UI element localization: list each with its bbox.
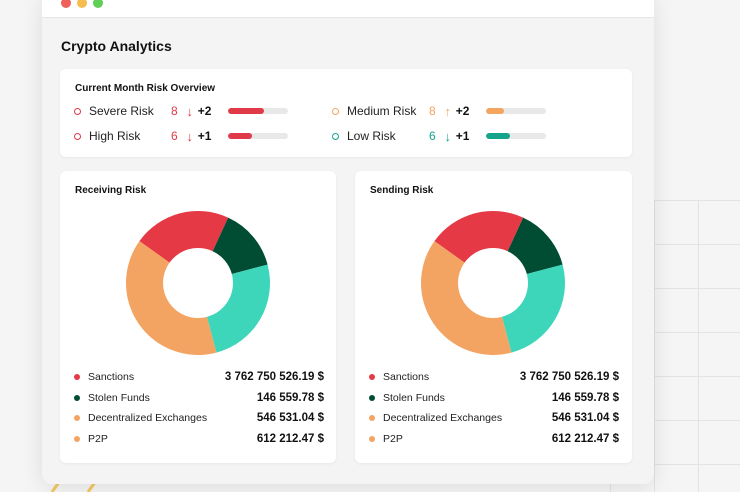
legend-item-p2p: P2P 612 212.47 $	[74, 429, 324, 450]
legend-dot-icon	[369, 435, 375, 442]
legend-item-stolen-funds: Stolen Funds 146 559.78 $	[369, 388, 619, 409]
risk-label: Low Risk	[347, 129, 396, 143]
legend-item-p2p: P2P 612 212.47 $	[369, 429, 619, 450]
legend-dot-icon	[74, 374, 80, 381]
legend-dot-icon	[369, 374, 375, 381]
legend-item-sanctions: Sanctions 3 762 750 526.19 $	[369, 367, 619, 388]
risk-delta: +2	[455, 104, 470, 118]
donut-slice-1[interactable]	[212, 217, 268, 275]
donut-slice-2[interactable]	[206, 264, 270, 353]
sending-risk-title: Sending Risk	[370, 185, 434, 196]
risk-count: 6	[429, 129, 436, 143]
legend-label: Stolen Funds	[88, 391, 150, 404]
risk-count: 6	[171, 129, 178, 143]
receiving-risk-legend: Sanctions 3 762 750 526.19 $ Stolen Fund…	[74, 367, 324, 449]
arrow-down-icon: ↓	[186, 128, 193, 144]
sending-risk-legend: Sanctions 3 762 750 526.19 $ Stolen Fund…	[369, 367, 619, 449]
receiving-risk-card: Receiving Risk Sanctions 3 762 750 526.1…	[60, 171, 336, 463]
legend-label: P2P	[88, 432, 108, 445]
arrow-up-icon: ↑	[444, 103, 451, 119]
legend-item-stolen-funds: Stolen Funds 146 559.78 $	[74, 388, 324, 409]
risk-progress-bar	[485, 108, 546, 114]
receiving-risk-title: Receiving Risk	[75, 185, 147, 196]
legend-label: Stolen Funds	[383, 391, 445, 404]
legend-label: Sanctions	[88, 371, 135, 384]
risk-delta: +2	[197, 104, 212, 118]
legend-value: 146 559.78 $	[551, 391, 619, 404]
legend-dot-icon	[369, 415, 375, 422]
legend-value: 612 212.47 $	[551, 432, 619, 445]
legend-value: 612 212.47 $	[256, 432, 324, 445]
minimize-window-button[interactable]	[77, 0, 87, 8]
legend-label: P2P	[383, 432, 403, 445]
legend-item-decentralized-exchanges: Decentralized Exchanges 546 531.04 $	[369, 408, 619, 429]
legend-dot-icon	[369, 394, 375, 401]
risk-overview-title: Current Month Risk Overview	[75, 83, 216, 94]
medium-risk-dot-icon	[332, 107, 339, 115]
legend-value: 146 559.78 $	[256, 391, 324, 404]
donut-slice-3[interactable]	[126, 241, 217, 355]
donut-slice-0[interactable]	[139, 211, 229, 263]
risk-count: 8	[429, 104, 436, 118]
risk-delta: +1	[197, 129, 212, 143]
severe-risk-dot-icon	[74, 107, 81, 115]
legend-item-decentralized-exchanges: Decentralized Exchanges 546 531.04 $	[74, 408, 324, 429]
risk-label: Severe Risk	[89, 104, 154, 118]
legend-label: Sanctions	[383, 371, 430, 384]
legend-dot-icon	[74, 415, 80, 422]
low-risk-dot-icon	[332, 132, 339, 140]
risk-row-medium: Medium Risk 8 ↑ +2	[332, 103, 546, 119]
arrow-down-icon: ↓	[186, 103, 193, 119]
legend-value: 3 762 750 526.19 $	[519, 371, 619, 384]
risk-label: High Risk	[89, 129, 141, 143]
page-title: Crypto Analytics	[61, 38, 172, 54]
risk-overview-card: Current Month Risk Overview Severe Risk …	[60, 69, 632, 157]
legend-dot-icon	[74, 394, 80, 401]
legend-item-sanctions: Sanctions 3 762 750 526.19 $	[74, 367, 324, 388]
sending-risk-donut-chart	[421, 211, 565, 355]
legend-value: 3 762 750 526.19 $	[224, 371, 324, 384]
legend-value: 546 531.04 $	[551, 412, 619, 425]
risk-count: 8	[171, 104, 178, 118]
arrow-down-icon: ↓	[444, 128, 451, 144]
legend-dot-icon	[74, 435, 80, 442]
risk-progress-bar	[227, 108, 288, 114]
risk-label: Medium Risk	[347, 104, 417, 118]
legend-label: Decentralized Exchanges	[383, 412, 503, 425]
risk-row-high: High Risk 6 ↓ +1	[74, 128, 288, 144]
risk-row-low: Low Risk 6 ↓ +1	[332, 128, 546, 144]
risk-delta: +1	[455, 129, 470, 143]
maximize-window-button[interactable]	[93, 0, 103, 8]
donut-slice-0[interactable]	[434, 211, 524, 263]
risk-progress-bar	[227, 133, 288, 139]
legend-value: 546 531.04 $	[256, 412, 324, 425]
legend-label: Decentralized Exchanges	[88, 412, 208, 425]
risk-progress-bar	[485, 133, 546, 139]
close-window-button[interactable]	[61, 0, 71, 8]
donut-slice-3[interactable]	[421, 241, 512, 355]
donut-slice-2[interactable]	[501, 264, 565, 353]
title-bar	[42, 0, 654, 18]
donut-slice-1[interactable]	[507, 217, 563, 275]
app-window: Crypto Analytics Current Month Risk Over…	[42, 0, 654, 484]
risk-row-severe: Severe Risk 8 ↓ +2	[74, 103, 288, 119]
sending-risk-card: Sending Risk Sanctions 3 762 750 526.19 …	[355, 171, 632, 463]
receiving-risk-donut-chart	[126, 211, 270, 355]
high-risk-dot-icon	[74, 132, 81, 140]
